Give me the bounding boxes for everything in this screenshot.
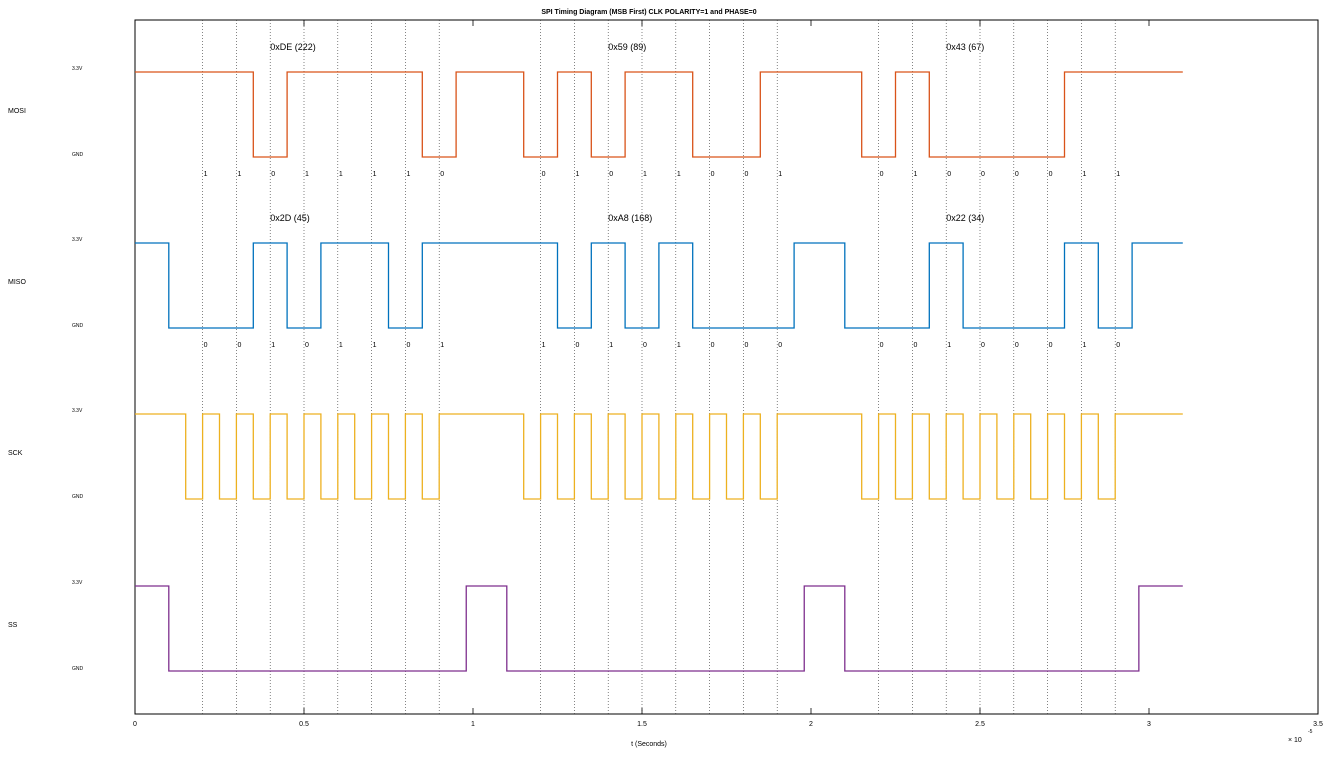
bit-label: 0 xyxy=(575,342,579,349)
bit-label: 0 xyxy=(1049,342,1053,349)
x-tick-label: 3.5 xyxy=(1313,721,1323,728)
level-low-label: GND xyxy=(72,152,84,158)
bit-label: 0 xyxy=(981,171,985,178)
bit-label: 0 xyxy=(711,171,715,178)
x-tick-label: 2.5 xyxy=(975,721,985,728)
x-tick-label: 2 xyxy=(809,721,813,728)
x-axis: 0 0.5 1 1.5 2 2.5 3 3.5 xyxy=(133,20,1323,728)
bit-label: 0 xyxy=(204,342,208,349)
x-tick-label: 0 xyxy=(133,721,137,728)
bit-label: 0 xyxy=(305,342,309,349)
bit-label: 1 xyxy=(406,171,410,178)
signal-name: SS xyxy=(8,622,18,629)
signal-name: MOSI xyxy=(8,108,26,115)
plot-frame xyxy=(134,19,1319,715)
level-high-label: 3.3V xyxy=(72,408,83,414)
bit-label: 1 xyxy=(1082,342,1086,349)
bit-label: 1 xyxy=(440,342,444,349)
signal-name: SCK xyxy=(8,450,23,457)
bit-label: 0 xyxy=(947,171,951,178)
bit-label: 1 xyxy=(643,171,647,178)
bit-label: 0 xyxy=(711,342,715,349)
signal-labels: MOSI 3.3V GND 0xDE (222) 0x59 (89) 0x43 (67) 1… xyxy=(8,42,1120,672)
bit-label: 1 xyxy=(373,171,377,178)
byte-label: 0x59 (89) xyxy=(608,42,646,52)
bit-label: 1 xyxy=(237,171,241,178)
bit-label: 0 xyxy=(1049,171,1053,178)
x-tick-label: 1 xyxy=(471,721,475,728)
bit-label: 0 xyxy=(880,342,884,349)
bit-label: 1 xyxy=(271,342,275,349)
bit-label: 1 xyxy=(1082,171,1086,178)
bit-label: 1 xyxy=(204,171,208,178)
bit-label: 1 xyxy=(677,171,681,178)
x-axis-exponent: -5 xyxy=(1308,729,1313,735)
bit-label: 0 xyxy=(406,342,410,349)
bit-label: 1 xyxy=(339,171,343,178)
byte-label: 0x2D (45) xyxy=(270,213,310,223)
grid-lines xyxy=(202,20,1116,714)
bit-label: 0 xyxy=(880,171,884,178)
byte-label: 0x22 (34) xyxy=(946,213,984,223)
level-low-label: GND xyxy=(72,494,84,500)
byte-label: 0xDE (222) xyxy=(270,42,316,52)
bit-label: 0 xyxy=(609,171,613,178)
chart-title: SPI Timing Diagram (MSB First) CLK POLAR… xyxy=(541,9,756,16)
bit-label: 1 xyxy=(1116,171,1120,178)
signal-trace-miso xyxy=(135,242,1183,329)
level-high-label: 3.3V xyxy=(72,66,83,72)
x-tick-label: 0.5 xyxy=(299,721,309,728)
bit-label: 0 xyxy=(1116,342,1120,349)
byte-label: 0x43 (67) xyxy=(946,42,984,52)
level-low-label: GND xyxy=(72,666,84,672)
bit-label: 0 xyxy=(440,171,444,178)
bit-label: 1 xyxy=(947,342,951,349)
signal-trace-mosi xyxy=(135,71,1183,158)
bit-label: 1 xyxy=(575,171,579,178)
signal-traces xyxy=(135,71,1183,672)
bit-label: 0 xyxy=(1015,342,1019,349)
signal-trace-sck xyxy=(135,413,1183,500)
bit-label: 0 xyxy=(271,171,275,178)
bit-label: 1 xyxy=(542,342,546,349)
level-low-label: GND xyxy=(72,323,84,329)
bit-label: 1 xyxy=(339,342,343,349)
signal-trace-ss xyxy=(135,585,1183,672)
bit-label: 1 xyxy=(913,171,917,178)
bit-label: 0 xyxy=(778,342,782,349)
bit-label: 0 xyxy=(542,171,546,178)
bit-label: 0 xyxy=(1015,171,1019,178)
x-tick-label: 3 xyxy=(1147,721,1151,728)
bit-label: 1 xyxy=(609,342,613,349)
bit-label: 0 xyxy=(237,342,241,349)
bit-label: 0 xyxy=(913,342,917,349)
bit-label: 1 xyxy=(305,171,309,178)
x-axis-label: t (Seconds) xyxy=(631,741,667,748)
bit-label: 0 xyxy=(744,171,748,178)
level-high-label: 3.3V xyxy=(72,237,83,243)
byte-label: 0xA8 (168) xyxy=(608,213,652,223)
x-tick-label: 1.5 xyxy=(637,721,647,728)
signal-name: MISO xyxy=(8,279,26,286)
level-high-label: 3.3V xyxy=(72,580,83,586)
bit-label: 0 xyxy=(643,342,647,349)
bit-label: 1 xyxy=(677,342,681,349)
bit-label: 1 xyxy=(373,342,377,349)
bit-label: 1 xyxy=(778,171,782,178)
bit-label: 0 xyxy=(981,342,985,349)
bit-label: 0 xyxy=(744,342,748,349)
x-axis-multiplier: × 10 xyxy=(1288,737,1302,744)
